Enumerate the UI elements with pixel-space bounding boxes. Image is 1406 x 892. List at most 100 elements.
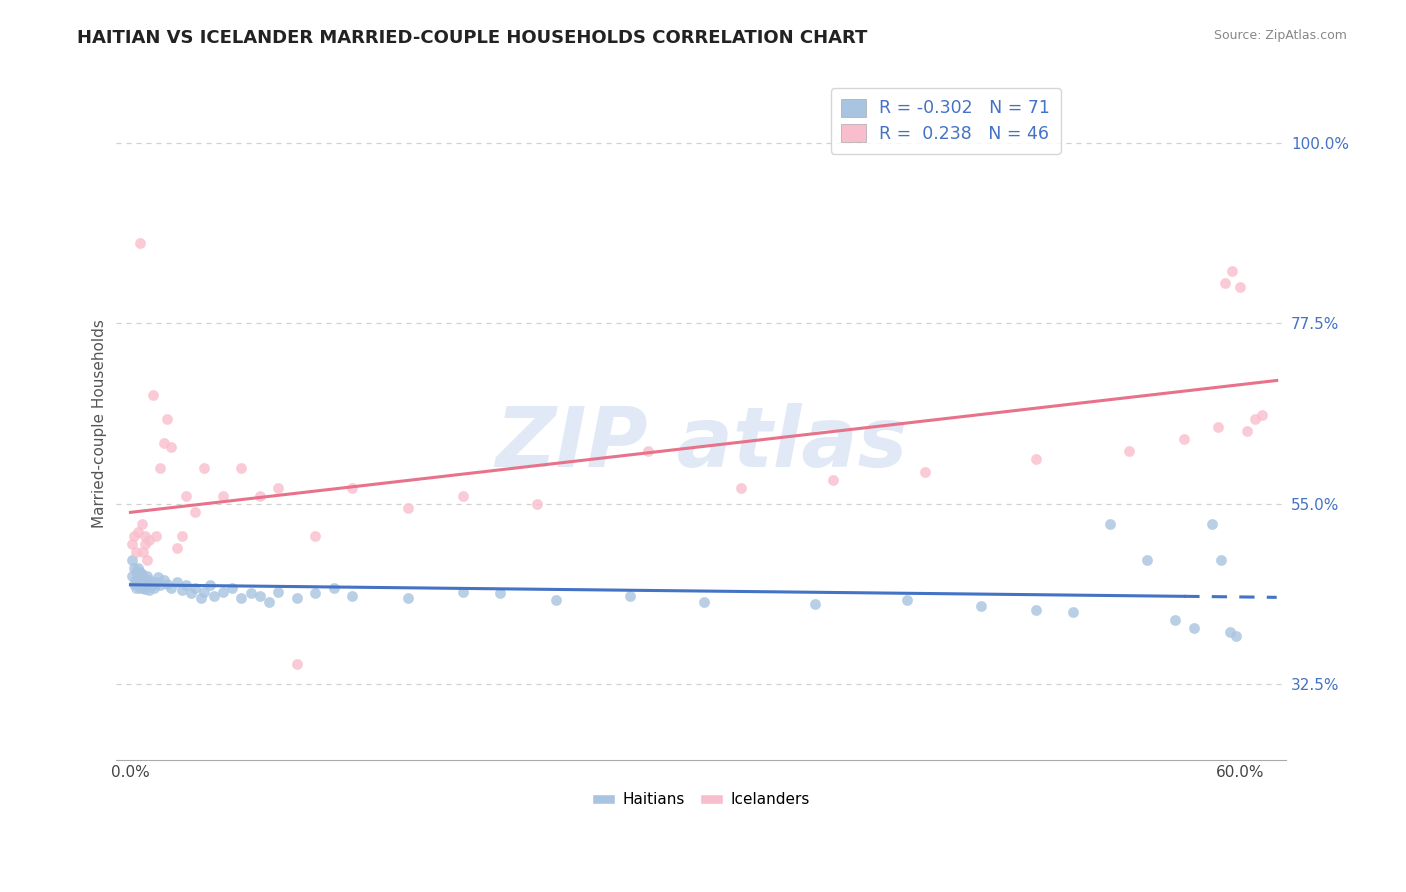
Point — [121, 537, 143, 551]
Point — [131, 577, 153, 591]
Point — [970, 599, 993, 614]
Point — [212, 585, 235, 599]
Point — [451, 489, 474, 503]
Point — [249, 589, 271, 603]
Point — [221, 581, 243, 595]
Point — [127, 524, 149, 539]
Point — [128, 565, 150, 579]
Point — [136, 569, 159, 583]
Point — [134, 529, 156, 543]
Point — [132, 570, 155, 584]
Point — [174, 489, 197, 503]
Point — [342, 481, 364, 495]
Point — [322, 581, 344, 595]
Point — [166, 541, 188, 555]
Point — [896, 593, 918, 607]
Point — [1206, 420, 1229, 434]
Point — [914, 465, 936, 479]
Point — [193, 585, 215, 599]
Point — [1201, 516, 1223, 531]
Point — [125, 573, 148, 587]
Point — [166, 575, 188, 590]
Point — [184, 505, 207, 519]
Point — [127, 578, 149, 592]
Point — [152, 436, 174, 450]
Point — [125, 545, 148, 559]
Point — [134, 582, 156, 597]
Point — [249, 489, 271, 503]
Point — [121, 553, 143, 567]
Point — [1211, 553, 1233, 567]
Point — [127, 561, 149, 575]
Point — [142, 578, 165, 592]
Point — [142, 388, 165, 402]
Point — [198, 578, 221, 592]
Point — [132, 545, 155, 559]
Point — [172, 529, 194, 543]
Point — [138, 573, 160, 587]
Point — [1182, 621, 1205, 635]
Point — [136, 578, 159, 592]
Point — [1229, 280, 1251, 294]
Point — [1220, 264, 1243, 278]
Point — [489, 586, 512, 600]
Point — [125, 565, 148, 579]
Point — [136, 553, 159, 567]
Point — [1243, 412, 1265, 426]
Point — [160, 581, 183, 595]
Point — [231, 460, 253, 475]
Point — [143, 581, 166, 595]
Point — [131, 567, 153, 582]
Point — [730, 481, 752, 495]
Legend: Haitians, Icelanders: Haitians, Icelanders — [586, 786, 815, 814]
Point — [1251, 409, 1274, 423]
Point — [128, 235, 150, 250]
Point — [1136, 553, 1159, 567]
Point — [138, 583, 160, 598]
Point — [212, 489, 235, 503]
Point — [202, 589, 225, 603]
Point — [1118, 444, 1140, 458]
Point — [304, 586, 326, 600]
Point — [1213, 276, 1236, 290]
Point — [1219, 625, 1241, 640]
Point — [451, 585, 474, 599]
Y-axis label: Married-couple Households: Married-couple Households — [93, 319, 107, 528]
Point — [1099, 516, 1122, 531]
Point — [149, 460, 172, 475]
Point — [821, 473, 844, 487]
Point — [121, 569, 143, 583]
Point — [149, 578, 172, 592]
Text: Source: ZipAtlas.com: Source: ZipAtlas.com — [1213, 29, 1347, 42]
Point — [139, 577, 162, 591]
Point — [1225, 629, 1247, 643]
Point — [132, 581, 155, 595]
Point — [1236, 425, 1258, 439]
Point — [122, 577, 145, 591]
Point — [1025, 452, 1047, 467]
Point — [156, 577, 179, 591]
Point — [267, 585, 290, 599]
Point — [128, 581, 150, 595]
Point — [134, 537, 156, 551]
Point — [304, 529, 326, 543]
Point — [1173, 433, 1195, 447]
Point — [122, 561, 145, 575]
Point — [396, 500, 419, 515]
Point — [127, 569, 149, 583]
Point — [267, 481, 290, 495]
Text: HAITIAN VS ICELANDER MARRIED-COUPLE HOUSEHOLDS CORRELATION CHART: HAITIAN VS ICELANDER MARRIED-COUPLE HOUS… — [77, 29, 868, 46]
Point — [122, 529, 145, 543]
Point — [145, 575, 167, 590]
Point — [1164, 613, 1187, 627]
Point — [1025, 602, 1047, 616]
Point — [239, 586, 262, 600]
Point — [285, 657, 308, 672]
Point — [231, 591, 253, 606]
Point — [190, 591, 212, 606]
Point — [131, 516, 153, 531]
Point — [342, 589, 364, 603]
Point — [174, 578, 197, 592]
Point — [138, 533, 160, 547]
Point — [257, 594, 280, 608]
